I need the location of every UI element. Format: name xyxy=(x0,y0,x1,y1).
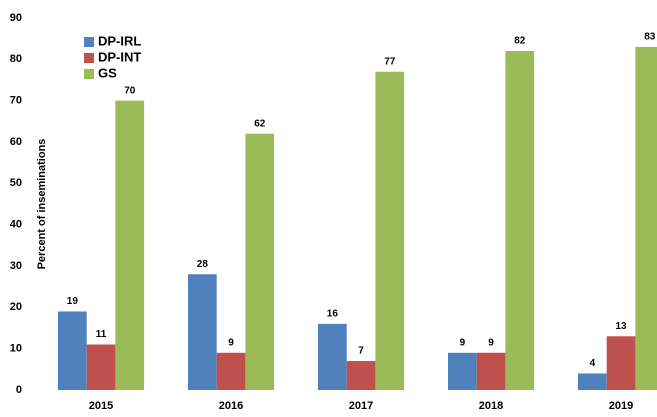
y-tick-label: 40 xyxy=(10,219,22,231)
bar xyxy=(115,100,145,391)
bar xyxy=(448,352,477,390)
data-label: 9 xyxy=(460,337,466,348)
bar xyxy=(606,336,636,390)
bar xyxy=(245,133,275,390)
legend-swatch xyxy=(84,53,94,63)
data-label: 9 xyxy=(488,337,494,348)
x-tick-label: 2018 xyxy=(479,400,503,412)
y-tick-label: 90 xyxy=(10,12,22,24)
data-label: 9 xyxy=(228,337,234,348)
data-label: 28 xyxy=(197,259,209,270)
y-tick-label: 30 xyxy=(10,260,22,272)
data-label: 19 xyxy=(67,296,79,307)
y-tick-label: 10 xyxy=(10,343,22,355)
bar xyxy=(505,51,535,391)
y-tick-label: 0 xyxy=(16,384,22,396)
legend-swatch xyxy=(84,37,94,47)
x-tick-label: 2019 xyxy=(609,400,633,412)
y-tick-label: 80 xyxy=(10,53,22,65)
data-label: 11 xyxy=(96,329,107,340)
data-label: 82 xyxy=(514,36,526,47)
data-label: 16 xyxy=(327,309,339,320)
data-label: 83 xyxy=(644,32,656,43)
y-tick-label: 60 xyxy=(10,136,22,148)
data-label: 70 xyxy=(124,85,136,96)
data-label: 77 xyxy=(384,56,396,67)
x-tick-label: 2015 xyxy=(89,400,113,412)
bar xyxy=(216,352,246,390)
x-tick-label: 2017 xyxy=(349,400,373,412)
y-tick-label: 20 xyxy=(10,301,22,313)
bar xyxy=(346,361,376,390)
bar xyxy=(635,46,657,390)
data-label: 62 xyxy=(254,118,266,129)
bar xyxy=(188,274,217,390)
legend-swatch xyxy=(84,69,94,79)
bar xyxy=(375,71,405,390)
bar xyxy=(578,373,607,390)
y-tick-label: 70 xyxy=(10,95,22,107)
bar xyxy=(318,323,347,390)
x-tick-label: 2016 xyxy=(219,400,243,412)
legend-label: GS xyxy=(98,65,117,80)
data-label: 4 xyxy=(590,358,596,369)
y-axis-label: Percent of inseminations xyxy=(36,139,48,270)
bar xyxy=(476,352,506,390)
legend-label: DP-IRL xyxy=(98,33,141,48)
bar xyxy=(86,344,116,390)
bar xyxy=(58,311,87,390)
legend-label: DP-INT xyxy=(98,49,141,64)
data-label: 7 xyxy=(358,346,364,357)
y-tick-label: 50 xyxy=(10,177,22,189)
data-label: 13 xyxy=(615,321,627,332)
